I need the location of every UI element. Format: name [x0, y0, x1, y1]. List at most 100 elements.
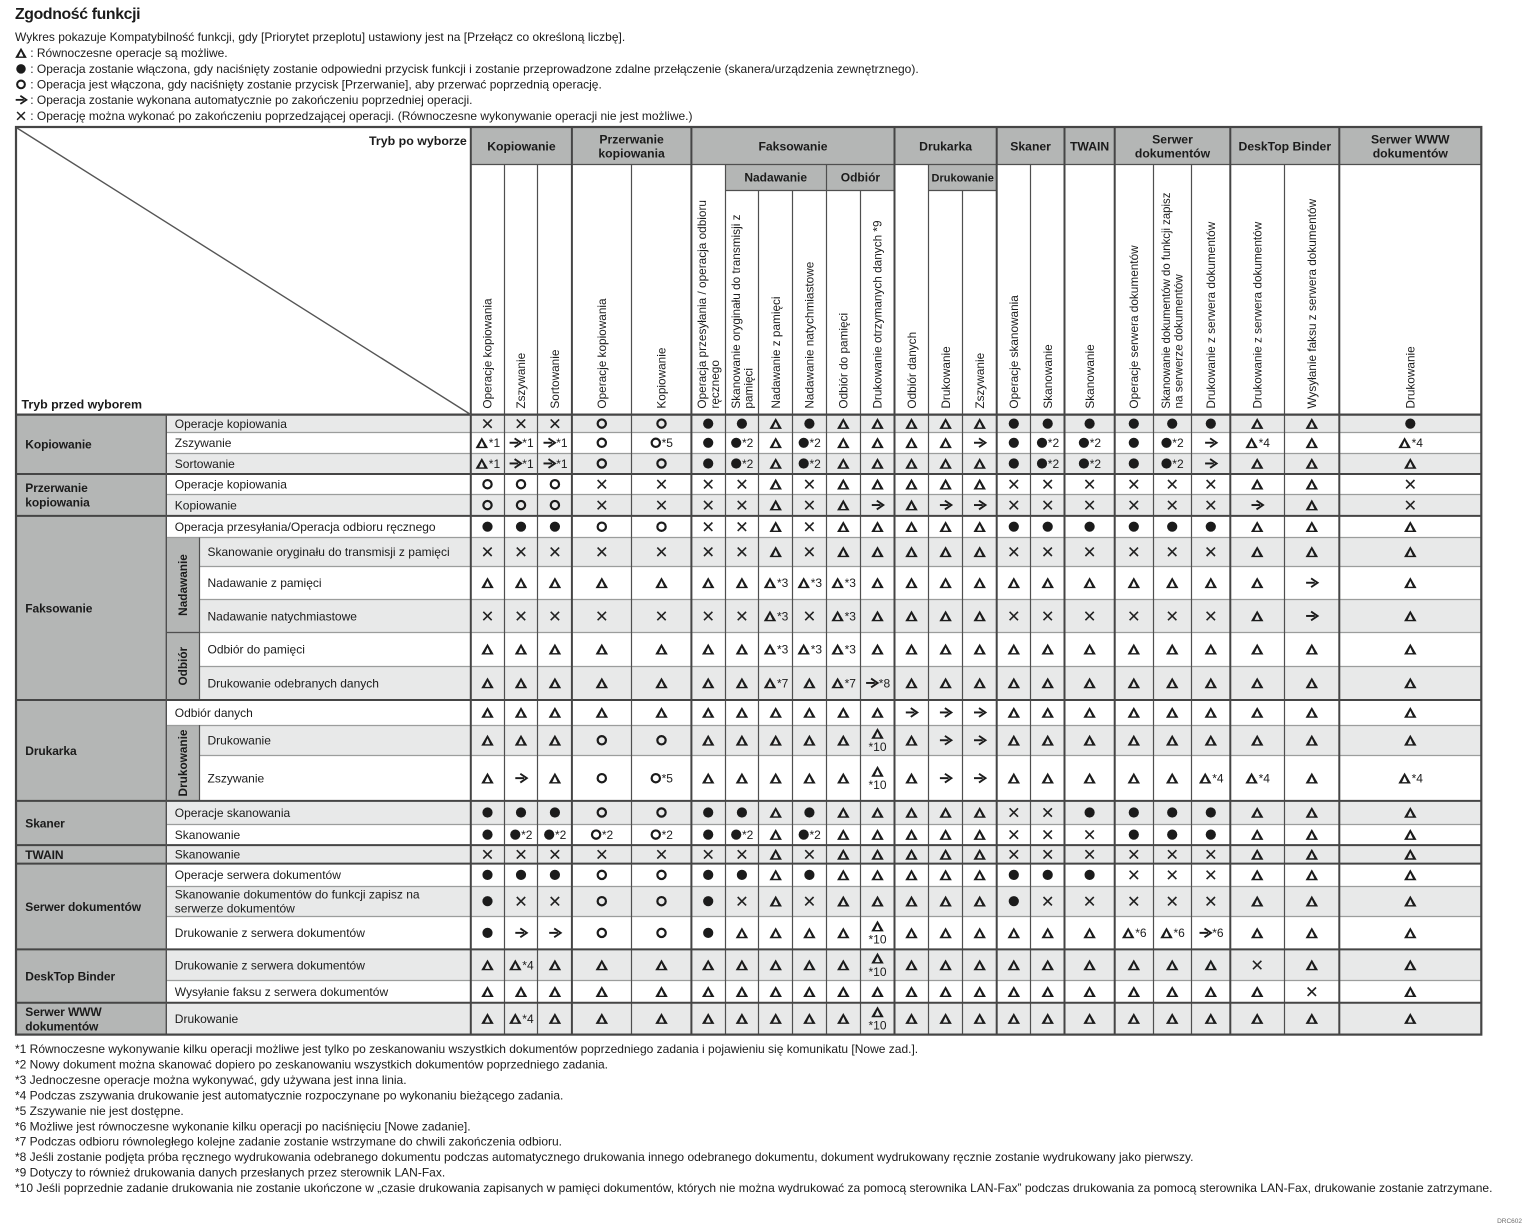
svg-text:Nadawanie: Nadawanie: [176, 554, 190, 616]
svg-text:*2: *2: [1172, 457, 1184, 471]
svg-text:*2: *2: [555, 828, 567, 842]
svg-text:Kopiowanie: Kopiowanie: [25, 438, 92, 452]
svg-text:Skaner: Skaner: [25, 816, 65, 830]
svg-text:Kopiowanie: Kopiowanie: [487, 139, 556, 153]
svg-text:Drukarka: Drukarka: [25, 744, 77, 758]
svg-text:Operacja przesyłania / operacj: Operacja przesyłania / operacja odbioru: [695, 200, 709, 409]
svg-text:*10 Jeśli poprzednie zadanie d: *10 Jeśli poprzednie zadanie drukowania …: [15, 1181, 1492, 1195]
svg-text:*3: *3: [845, 609, 857, 623]
svg-text:*10: *10: [868, 933, 886, 947]
svg-text:dokumentów: dokumentów: [25, 1019, 99, 1033]
svg-text:Wykres pokazuje Kompatybilność: Wykres pokazuje Kompatybilność funkcji, …: [15, 30, 625, 44]
svg-text:Drukarka: Drukarka: [919, 139, 972, 153]
svg-text:*6: *6: [1212, 926, 1224, 940]
svg-text:Drukowanie: Drukowanie: [175, 1012, 239, 1026]
svg-text:dokumentów: dokumentów: [1135, 146, 1211, 160]
svg-text:*2: *2: [810, 828, 822, 842]
svg-text:Faksowanie: Faksowanie: [25, 601, 92, 615]
svg-text:*2 Nowy dokument można skanowa: *2 Nowy dokument można skanować dopiero …: [15, 1058, 608, 1072]
svg-text:*3: *3: [777, 609, 789, 623]
svg-text:Operacje kopiowania: Operacje kopiowania: [175, 478, 287, 492]
svg-text:*2: *2: [1172, 436, 1184, 450]
svg-text:*2: *2: [1090, 436, 1102, 450]
svg-text:*10: *10: [868, 778, 886, 792]
svg-text:Nadawanie z pamięci: Nadawanie z pamięci: [208, 576, 322, 590]
svg-text:Drukowanie: Drukowanie: [932, 173, 994, 185]
svg-text:*4: *4: [1259, 436, 1271, 450]
svg-text:*3: *3: [777, 643, 789, 657]
svg-text:*4: *4: [1412, 772, 1424, 786]
svg-text:Drukowanie z serwera dokumentó: Drukowanie z serwera dokumentów: [1204, 221, 1218, 408]
svg-text:Operacja przesyłania/Operacja: Operacja przesyłania/Operacja odbioru rę…: [175, 520, 436, 534]
svg-text:*10: *10: [868, 1019, 886, 1033]
svg-text:*2: *2: [742, 436, 754, 450]
svg-text:Kopiowanie: Kopiowanie: [175, 498, 237, 512]
svg-text:Wysyłanie faksu z serwera doku: Wysyłanie faksu z serwera dokumentów: [1305, 198, 1319, 408]
svg-text:Odbiór danych: Odbiór danych: [175, 706, 253, 720]
svg-text:*1: *1: [522, 457, 534, 471]
svg-text:*3: *3: [845, 576, 857, 590]
svg-text:Nadawanie: Nadawanie: [744, 171, 807, 185]
svg-text:Drukowanie z serwera dokumentó: Drukowanie z serwera dokumentów: [175, 958, 365, 972]
svg-text:*10: *10: [868, 965, 886, 979]
svg-text:*5 Zszywanie nie jest dostępne: *5 Zszywanie nie jest dostępne.: [15, 1104, 184, 1118]
svg-text:Drukowanie: Drukowanie: [176, 729, 190, 796]
svg-text:*2: *2: [1090, 457, 1102, 471]
svg-text:dokumentów: dokumentów: [1373, 146, 1449, 160]
svg-text:*2: *2: [1048, 457, 1060, 471]
svg-text:: Operacja zostanie włączona,: : Operacja zostanie włączona, gdy naciśn…: [30, 62, 918, 76]
svg-text:*3: *3: [777, 576, 789, 590]
svg-text:Faksowanie: Faksowanie: [758, 139, 827, 153]
svg-text:Drukowanie: Drukowanie: [939, 346, 953, 409]
svg-text:Operacje skanowania: Operacje skanowania: [1007, 295, 1021, 409]
svg-text:Nadawanie natychmiastowe: Nadawanie natychmiastowe: [208, 609, 358, 623]
svg-text:TWAIN: TWAIN: [1070, 139, 1109, 153]
svg-text:TWAIN: TWAIN: [25, 848, 63, 862]
svg-text:Skanowanie dokumentów do funkc: Skanowanie dokumentów do funkcji zapisz: [1159, 193, 1173, 409]
svg-text:: Operacja jest włączona, gdy: : Operacja jest włączona, gdy naciśnięty…: [30, 78, 602, 92]
svg-text:*4: *4: [522, 958, 534, 972]
svg-text:Kopiowanie: Kopiowanie: [655, 347, 669, 408]
svg-text:serwerze dokumentów: serwerze dokumentów: [175, 902, 295, 916]
svg-text:ręcznego: ręcznego: [708, 360, 722, 409]
svg-text:Skanowanie: Skanowanie: [175, 828, 241, 842]
svg-text:*2: *2: [602, 828, 614, 842]
svg-text:Odbiór: Odbiór: [176, 646, 190, 685]
svg-text:Odbiór do pamięci: Odbiór do pamięci: [208, 643, 305, 657]
svg-text:DeskTop Binder: DeskTop Binder: [25, 969, 115, 983]
svg-text:*2: *2: [810, 436, 822, 450]
svg-text:: Operację można wykonać po za: : Operację można wykonać po zakończeniu …: [30, 109, 692, 123]
svg-text:*2: *2: [662, 828, 674, 842]
svg-text:*2: *2: [1048, 436, 1060, 450]
svg-text:Drukowanie otrzymanych danych: Drukowanie otrzymanych danych *9: [871, 220, 885, 408]
svg-text:*1: *1: [489, 457, 501, 471]
svg-text:Skanowanie oryginału do transm: Skanowanie oryginału do transmisji z pam…: [208, 545, 450, 559]
svg-text:*1: *1: [556, 457, 568, 471]
svg-text:Operacje kopiowania: Operacje kopiowania: [481, 298, 495, 409]
svg-text:Operacje serwera dokumentów: Operacje serwera dokumentów: [175, 868, 341, 882]
svg-text:*8 Jeśli zostanie podjęta prób: *8 Jeśli zostanie podjęta próba ręcznego…: [15, 1150, 1193, 1164]
svg-text:*5: *5: [662, 436, 674, 450]
svg-text:Sortowanie: Sortowanie: [175, 457, 235, 471]
svg-text:Serwer: Serwer: [1152, 132, 1193, 146]
svg-text:*2: *2: [742, 457, 754, 471]
svg-text:Serwer dokumentów: Serwer dokumentów: [25, 900, 141, 914]
svg-text:kopiowania: kopiowania: [598, 146, 665, 160]
svg-text:*3: *3: [811, 643, 823, 657]
svg-text:: Równoczesne operacje są możl: : Równoczesne operacje są możliwe.: [30, 46, 227, 60]
svg-text:*5: *5: [662, 772, 674, 786]
svg-text:*2: *2: [810, 457, 822, 471]
svg-text:Tryb przed wyborem: Tryb przed wyborem: [22, 398, 143, 412]
svg-text:*9 Dotyczy to również drukowan: *9 Dotyczy to również drukowania danych …: [15, 1166, 445, 1180]
svg-text:Nadawanie z pamięci: Nadawanie z pamięci: [769, 296, 783, 408]
svg-text:Zszywanie: Zszywanie: [208, 772, 265, 786]
svg-text:na serwerze dokumentów: na serwerze dokumentów: [1172, 274, 1186, 409]
svg-text:Drukowanie: Drukowanie: [208, 734, 272, 748]
svg-text:*2: *2: [742, 828, 754, 842]
svg-text:Nadawanie natychmiastowe: Nadawanie natychmiastowe: [803, 261, 817, 408]
svg-text:*1 Równoczesne wykonywanie kil: *1 Równoczesne wykonywanie kilku operacj…: [15, 1042, 918, 1056]
svg-text:Skanowanie oryginału do transm: Skanowanie oryginału do transmisji z: [729, 214, 743, 408]
svg-text:*4: *4: [522, 1012, 534, 1026]
svg-text:*7 Podczas odbioru równoległeg: *7 Podczas odbioru równoległego kolejne …: [15, 1135, 562, 1149]
svg-text:Przerwanie: Przerwanie: [599, 132, 664, 146]
